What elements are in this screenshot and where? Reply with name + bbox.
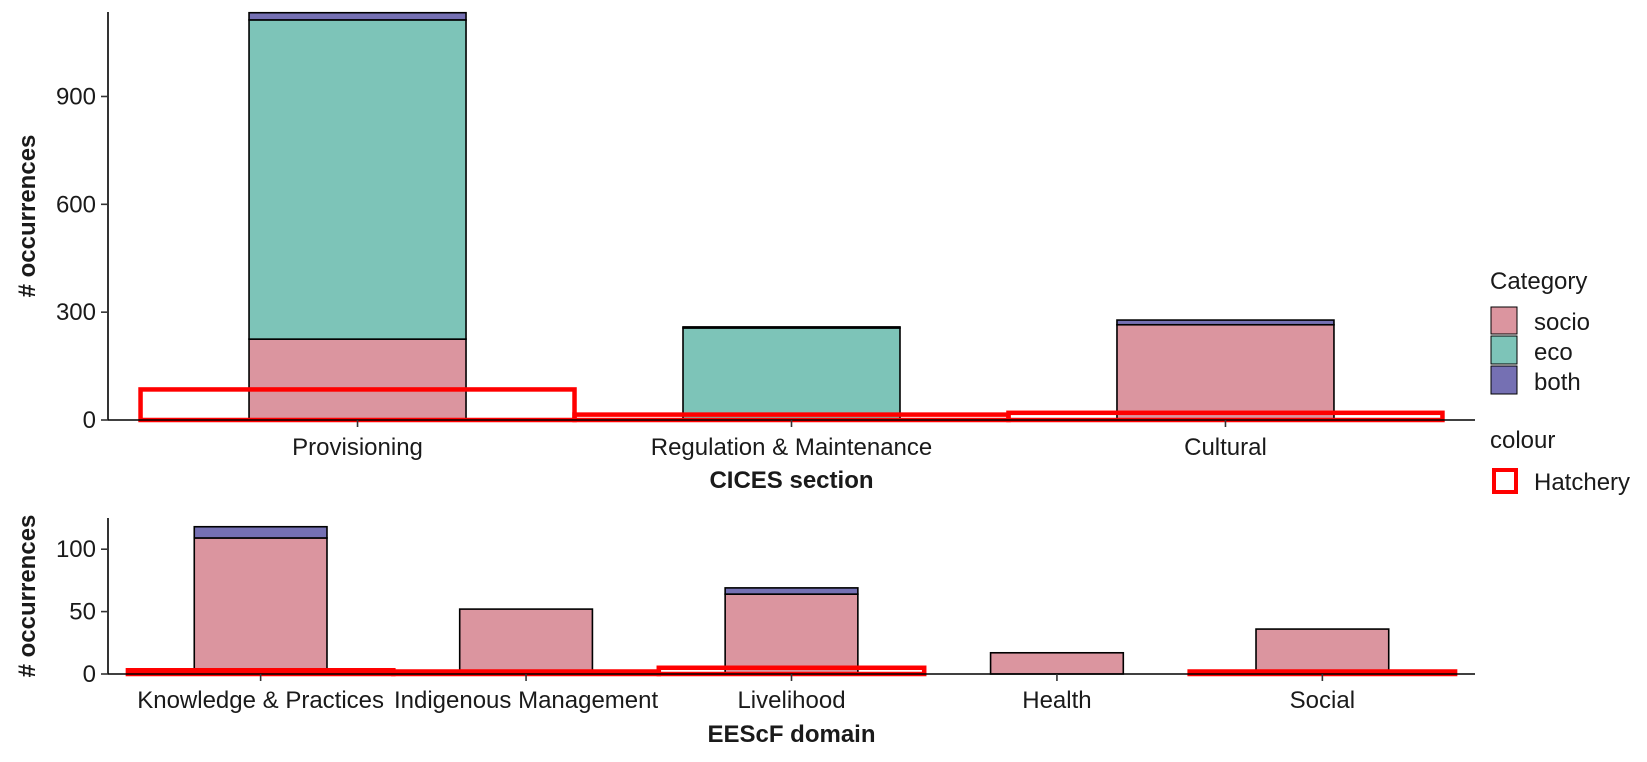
bar-socio-knowledge-practices: [193, 537, 328, 675]
legend-label-socio: socio: [1534, 309, 1590, 336]
bar-socio-cultural: [1116, 323, 1335, 421]
x-tick-label: Provisioning: [292, 434, 423, 461]
panel-eescf: 0 50 100 Knowledge & Practices Indigenous Ma…: [14, 515, 1475, 748]
y-tick-label: 600: [56, 191, 96, 218]
legend-label-both: both: [1534, 369, 1581, 396]
bar-socio-provisioning: [248, 338, 467, 421]
legend-label-hatchery: Hatchery: [1534, 469, 1630, 496]
x-tick-label: Indigenous Management: [394, 687, 659, 714]
bar-both-knowledge-practices: [193, 525, 328, 539]
x-tick-label: Knowledge & Practices: [137, 687, 384, 714]
x-tick-label: Health: [1022, 687, 1091, 714]
panel-cices: 0 300 600 900 Provisioning Regulation & Maint…: [14, 11, 1475, 494]
legend-label-eco: eco: [1534, 339, 1573, 366]
x-tick-label: Cultural: [1184, 434, 1267, 461]
y-tick-label: 0: [83, 661, 96, 688]
y-tick-label: 900: [56, 83, 96, 110]
legend-key-both: [1490, 365, 1518, 395]
x-tick-label: Livelihood: [737, 687, 845, 714]
bar-socio-social: [1255, 628, 1390, 675]
legend-key-hatchery: [1492, 468, 1518, 494]
x-tick-label: Social: [1290, 687, 1355, 714]
bar-both-livelihood: [724, 587, 859, 595]
legend-colour-title: colour: [1490, 427, 1555, 454]
y-tick-label: 300: [56, 299, 96, 326]
bar-socio-health: [989, 651, 1125, 675]
bar-both-cultural: [1116, 319, 1335, 326]
bar-socio-indigenous-management: [458, 608, 594, 675]
y-tick-label: 0: [83, 407, 96, 434]
bar-eco-regulation-maintenance: [682, 327, 901, 421]
bar-eco-provisioning: [248, 19, 467, 340]
legend-category-title: Category: [1490, 268, 1587, 295]
y-tick-label: 50: [69, 599, 96, 626]
y-axis-title: # occurrences: [14, 515, 41, 678]
legend-key-eco: [1490, 335, 1518, 365]
bar-both-regulation-maintenance: [682, 326, 901, 329]
bar-both-provisioning: [248, 11, 467, 21]
x-axis-title: CICES section: [709, 467, 873, 494]
bar-socio-livelihood: [724, 593, 859, 675]
x-tick-label: Regulation & Maintenance: [651, 434, 933, 461]
legend: Category socio eco both colour Hatchery: [1490, 268, 1630, 496]
y-axis-title: # occurrences: [14, 135, 41, 298]
legend-key-socio: [1490, 306, 1518, 335]
y-tick-label: 100: [56, 536, 96, 563]
x-axis-title: EEScF domain: [707, 721, 875, 748]
